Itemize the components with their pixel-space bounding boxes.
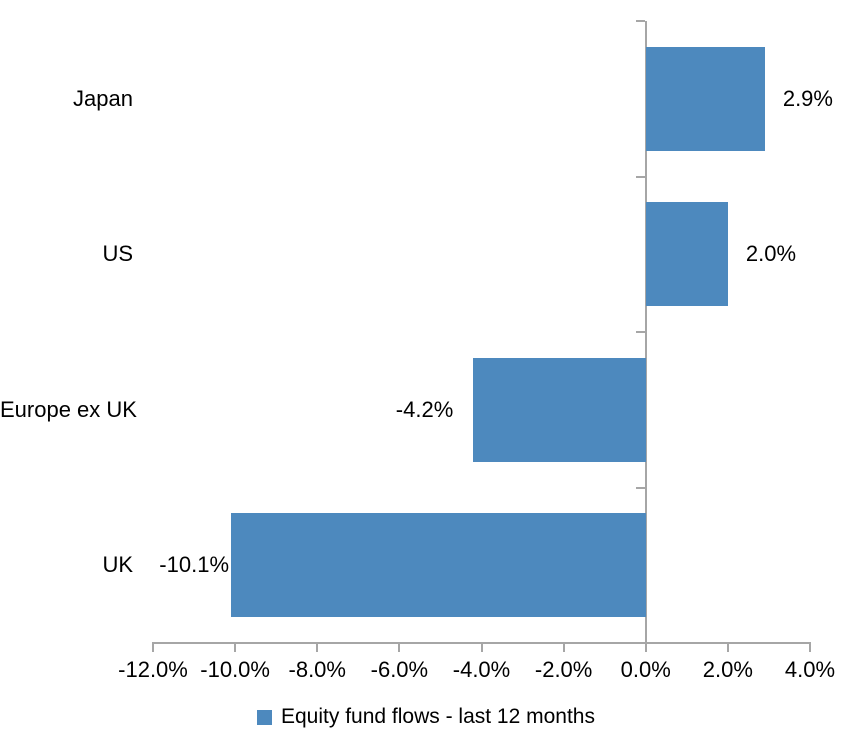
value-label-us: 2.0% <box>745 241 797 267</box>
x-tick <box>398 643 401 652</box>
x-tick-label: 4.0% <box>784 657 836 682</box>
x-tick <box>234 643 237 652</box>
category-label-japan: Japan <box>73 85 133 111</box>
y-tick <box>635 20 645 22</box>
y-tick <box>635 642 645 644</box>
x-tick <box>644 643 647 652</box>
bar-us <box>645 202 728 307</box>
x-tick <box>480 643 483 652</box>
bar-japan <box>645 46 765 151</box>
y-axis-line <box>644 21 647 643</box>
x-tick <box>316 643 319 652</box>
x-tick-label: -6.0% <box>370 657 429 682</box>
category-label-europe-ex-uk: Europe ex UK <box>0 396 137 422</box>
x-tick-label: 0.0% <box>620 657 671 682</box>
x-tick <box>809 643 811 652</box>
x-tick <box>726 643 729 652</box>
legend-swatch <box>257 709 272 725</box>
x-tick <box>152 643 154 652</box>
y-tick <box>635 175 645 178</box>
y-tick <box>635 486 645 489</box>
legend: Equity fund flows - last 12 months <box>257 704 595 730</box>
x-tick-label: -4.0% <box>452 657 511 682</box>
value-label-europe-ex-uk: -4.2% <box>395 396 454 422</box>
y-tick <box>635 331 645 333</box>
bar-europe-ex-uk <box>473 357 646 462</box>
x-tick-label: -12.0% <box>118 657 188 682</box>
x-tick-label: 2.0% <box>702 657 753 682</box>
x-tick-label: -10.0% <box>200 657 270 682</box>
legend-label: Equity fund flows - last 12 months <box>281 705 595 728</box>
category-label-us: US <box>102 241 133 267</box>
x-tick-label: -8.0% <box>288 657 346 682</box>
category-label-uk: UK <box>102 552 133 578</box>
value-label-uk: -10.1% <box>159 552 230 578</box>
value-label-japan: 2.9% <box>782 85 833 111</box>
bar-uk <box>231 513 646 618</box>
x-tick-label: -2.0% <box>534 657 593 682</box>
x-tick <box>562 643 565 652</box>
